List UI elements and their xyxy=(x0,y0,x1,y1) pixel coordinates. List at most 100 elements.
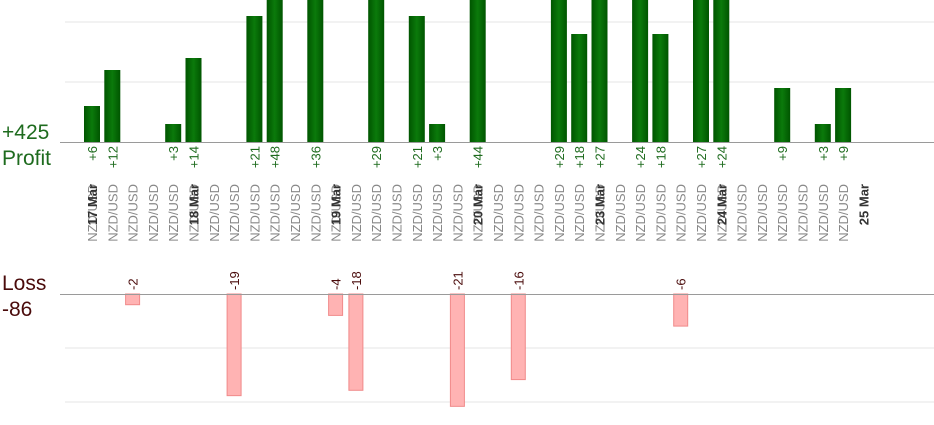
profit-value-label: +14 xyxy=(187,146,202,168)
loss-total-label: -86 xyxy=(2,298,32,321)
pair-label: NZD/USD xyxy=(755,184,770,242)
profit-bar xyxy=(368,0,385,142)
pair-label: NZD/USD xyxy=(796,184,811,242)
date-label: 20 Mar xyxy=(471,184,486,225)
profit-bar xyxy=(84,106,100,142)
profit-value-label: +21 xyxy=(410,146,425,168)
pair-label: NZD/USD xyxy=(207,184,222,242)
date-label: 23 Mar xyxy=(593,184,608,225)
pair-label: NZD/USD xyxy=(735,184,750,242)
profit-bar xyxy=(469,0,486,142)
pair-label: NZD/USD xyxy=(674,184,689,242)
profit-bar xyxy=(246,16,263,142)
profit-bar xyxy=(713,0,730,142)
loss-bar xyxy=(348,293,364,391)
loss-value-label: -2 xyxy=(126,278,141,290)
profit-bar xyxy=(774,88,791,142)
pair-label: NZD/USD xyxy=(410,184,425,242)
loss-value-label: -18 xyxy=(349,271,364,290)
loss-value-label: -16 xyxy=(511,271,526,290)
profit-value-label: +6 xyxy=(85,146,100,161)
pair-label: NZD/USD xyxy=(775,184,790,242)
pair-label: NZD/USD xyxy=(450,184,465,242)
pair-label: NZD/USD xyxy=(308,184,323,242)
date-label: 18 Mar xyxy=(187,184,202,225)
profit-value-label: +18 xyxy=(653,146,668,168)
pair-label: NZD/USD xyxy=(430,184,445,242)
profit-bar xyxy=(307,0,324,142)
pair-label: NZD/USD xyxy=(329,184,344,242)
pair-label: NZD/USD xyxy=(288,184,303,242)
bars xyxy=(84,0,852,407)
profit-value-label: +3 xyxy=(166,146,181,161)
pair-label: NZD/USD xyxy=(714,184,729,242)
loss-bar xyxy=(673,293,689,327)
grid-lines xyxy=(65,21,934,403)
pair-label: NZD/USD xyxy=(247,184,262,242)
profit-bar xyxy=(814,124,831,142)
profit-total-label: +425 xyxy=(2,121,49,144)
pair-label: NZD/USD xyxy=(593,184,608,242)
pair-label: NZD/USD xyxy=(105,184,120,242)
loss-value-label: -19 xyxy=(227,271,242,290)
profit-bar xyxy=(165,124,182,142)
profit-value-label: +48 xyxy=(268,146,283,168)
profit-value-label: +3 xyxy=(816,146,831,161)
axes xyxy=(60,142,934,295)
pair-label: NZD/USD xyxy=(552,184,567,242)
loss-value-label: -4 xyxy=(329,278,344,290)
profit-value-label: +9 xyxy=(775,146,790,161)
profit-bar xyxy=(652,34,669,142)
loss-value-label: -21 xyxy=(450,271,465,290)
pair-label: NZD/USD xyxy=(572,184,587,242)
profit-bar xyxy=(104,70,121,142)
profit-label: Profit xyxy=(2,147,51,170)
pair-label: NZD/USD xyxy=(390,184,405,242)
profit-bar xyxy=(835,88,852,142)
profit-bar xyxy=(693,0,709,142)
loss-value-label: -6 xyxy=(674,278,689,290)
pair-label: NZD/USD xyxy=(532,184,547,242)
pair-label: NZD/USD xyxy=(471,184,486,242)
profit-value-label: +24 xyxy=(714,146,729,168)
pair-label: NZD/USD xyxy=(268,184,283,242)
profit-value-label: +9 xyxy=(836,146,851,161)
profit-bar xyxy=(571,34,588,142)
loss-bar xyxy=(449,293,465,407)
profit-value-label: +36 xyxy=(308,146,323,168)
loss-label: Loss xyxy=(2,272,46,295)
loss-bar xyxy=(328,293,344,316)
profit-value-label: +24 xyxy=(633,146,648,168)
pair-label: NZD/USD xyxy=(613,184,628,242)
date-label: 17 Mar xyxy=(85,184,100,225)
loss-bar xyxy=(226,293,242,397)
profit-value-label: +12 xyxy=(105,146,120,168)
pair-label: NZD/USD xyxy=(146,184,161,242)
profit-value-label: +18 xyxy=(572,146,587,168)
pair-label: NZD/USD xyxy=(126,184,141,242)
pair-label: NZD/USD xyxy=(694,184,709,242)
profit-value-label: +27 xyxy=(593,146,608,168)
pair-label: NZD/USD xyxy=(349,184,364,242)
pair-label: NZD/USD xyxy=(633,184,648,242)
pair-label: NZD/USD xyxy=(85,184,100,242)
profit-bar xyxy=(550,0,567,142)
loss-bar xyxy=(125,293,141,306)
profit-value-label: +29 xyxy=(552,146,567,168)
pair-label: NZD/USD xyxy=(166,184,181,242)
profit-bar xyxy=(632,0,649,142)
profit-bar xyxy=(408,16,425,142)
pair-label: NZD/USD xyxy=(227,184,242,242)
profit-bar xyxy=(185,58,202,142)
profit-bar xyxy=(591,0,608,142)
profit-value-label: +3 xyxy=(430,146,445,161)
pair-label: NZD/USD xyxy=(816,184,831,242)
profit-bar xyxy=(429,124,446,142)
date-label: 25 Mar xyxy=(856,184,871,225)
pair-label: NZD/USD xyxy=(653,184,668,242)
pair-label: NZD/USD xyxy=(369,184,384,242)
profit-value-label: +44 xyxy=(471,146,486,168)
labels: NZD/USD +6 NZD/USD +12 NZD/USD -2 NZD/USD NZD/U… xyxy=(85,146,871,290)
